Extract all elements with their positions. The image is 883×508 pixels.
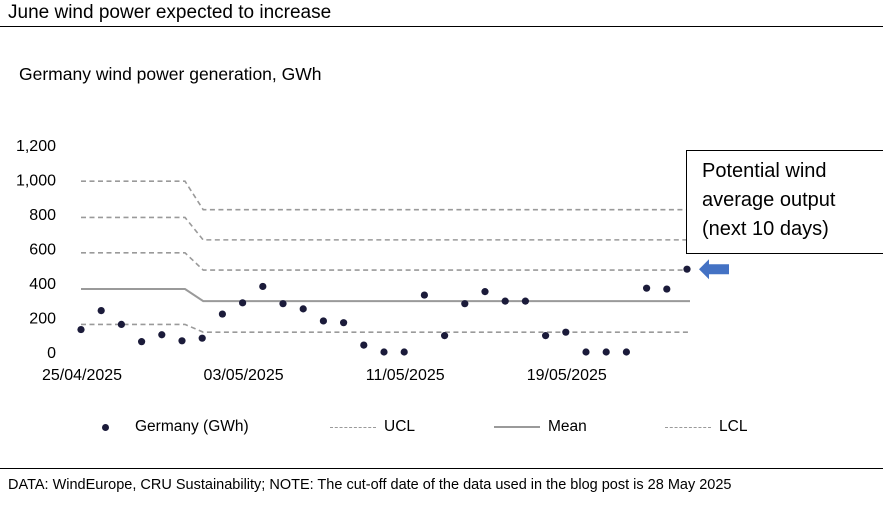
data-point (299, 305, 307, 313)
data-points (77, 265, 691, 356)
data-point (77, 325, 85, 334)
data-point (360, 341, 368, 349)
lcl-line (81, 323, 690, 333)
legend-item-germany: Germany (GWh) (102, 414, 249, 440)
dot-marker-icon (102, 423, 109, 431)
legend-label-germany: Germany (GWh) (135, 418, 249, 435)
y-tick-label: 200 (29, 311, 56, 328)
control-limit-lines (81, 180, 690, 333)
mean-line (81, 288, 690, 303)
data-point (259, 282, 267, 291)
x-tick-label: 19/05/2025 (527, 367, 607, 384)
legend-label-lcl: LCL (719, 418, 748, 435)
legend-label-mean: Mean (548, 418, 587, 435)
y-tick-label: 1,000 (16, 173, 56, 190)
data-point (117, 320, 125, 328)
chart-title: June wind power expected to increase (8, 2, 332, 23)
data-point (602, 348, 610, 356)
data-point (340, 319, 348, 327)
chart-subtitle: Germany wind power generation, GWh (19, 64, 322, 84)
data-point (441, 332, 449, 340)
data-point (400, 348, 408, 356)
chart-legend: Germany (GWh) UCL Mean LCL (0, 414, 883, 440)
x-tick-label: 11/05/2025 (366, 367, 445, 384)
data-point (279, 300, 287, 308)
data-point (380, 348, 388, 356)
data-point (481, 288, 489, 296)
data-point (198, 334, 206, 342)
ucl-line (81, 180, 690, 211)
y-tick-label: 0 (47, 345, 56, 362)
y-tick-label: 1,200 (16, 138, 56, 155)
legend-item-ucl: UCL (330, 414, 415, 440)
data-point (622, 348, 631, 356)
y-axis-ticks: 0 200 400 600 800 1,000 1,200 (16, 138, 56, 362)
callout-box: Potential wind average output (next 10 d… (686, 150, 883, 254)
x-tick-label: 25/04/2025 (42, 367, 122, 384)
data-point (501, 297, 509, 305)
x-axis-ticks: 25/04/2025 03/05/2025 11/05/2025 19/05/2025 (42, 367, 607, 384)
data-point (239, 299, 247, 307)
arrow-left-icon (699, 259, 729, 280)
footer-rule (0, 468, 883, 469)
scatter-chart: 0 200 400 600 800 1,000 1,200 25/04/2025 03/05/… (16, 138, 729, 384)
callout-line-3: (next 10 days) (702, 218, 829, 240)
y-tick-label: 400 (29, 276, 56, 293)
data-point (319, 317, 327, 325)
dashed-line-icon (330, 426, 376, 428)
ucl-line (81, 252, 690, 271)
title-rule (0, 26, 883, 27)
data-point (643, 284, 651, 292)
callout-line-2: average output (702, 189, 836, 211)
data-point (461, 300, 469, 308)
data-point (562, 328, 570, 336)
data-point (420, 291, 428, 299)
legend-item-lcl: LCL (665, 414, 747, 440)
legend-item-mean: Mean (494, 414, 587, 440)
data-point (158, 331, 166, 339)
x-tick-label: 03/05/2025 (204, 367, 284, 384)
data-point (138, 338, 146, 346)
data-point (683, 265, 691, 273)
data-point (663, 285, 671, 293)
data-point (97, 307, 105, 315)
data-point (521, 297, 530, 305)
dashed-line-icon (665, 426, 711, 428)
solid-line-icon (494, 426, 540, 428)
data-point (178, 337, 186, 345)
legend-label-ucl: UCL (384, 418, 416, 435)
data-point (218, 310, 226, 318)
source-note: DATA: WindEurope, CRU Sustainability; NO… (8, 477, 732, 493)
y-tick-label: 800 (29, 207, 56, 224)
data-point (582, 348, 590, 356)
data-point (542, 332, 550, 340)
ucl-line (81, 216, 690, 241)
y-tick-label: 600 (29, 242, 56, 259)
callout-line-1: Potential wind (702, 160, 827, 182)
